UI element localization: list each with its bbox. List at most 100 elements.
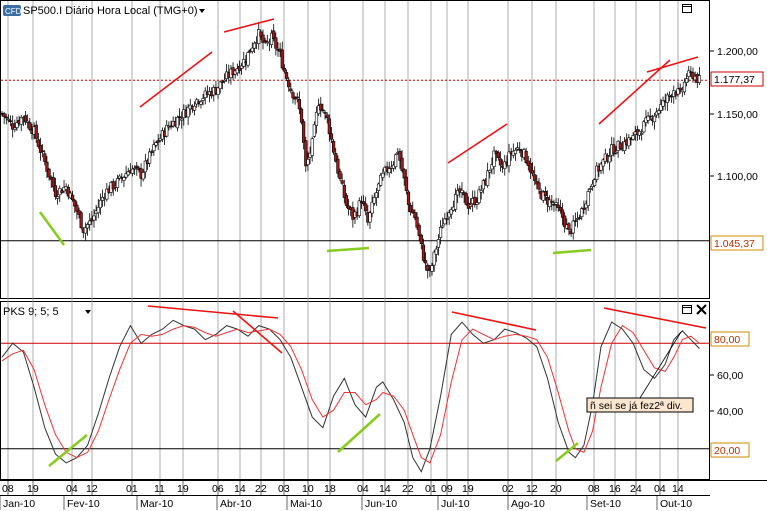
candle-body [488, 170, 492, 173]
candle-body [321, 109, 325, 112]
candle-body [43, 153, 47, 162]
green-trendline[interactable] [337, 413, 381, 453]
x-month-label: Jan-10 [3, 498, 35, 510]
candle-body [340, 180, 344, 184]
red-trendline[interactable] [598, 59, 671, 125]
candle-body [582, 207, 586, 210]
candle-body [453, 194, 458, 210]
annotation-text: ñ sei se já fez2ª div. [590, 400, 682, 412]
candle-body [216, 87, 220, 95]
candle-body [323, 112, 327, 114]
candle-body [98, 199, 103, 209]
red-trendline[interactable] [139, 51, 213, 108]
candle-body [697, 75, 702, 84]
candle-body [201, 98, 205, 101]
candle-body [295, 96, 299, 99]
x-day-label: 22 [402, 483, 414, 495]
indicator-maximize-icon[interactable] [682, 305, 692, 314]
candle-body [124, 173, 128, 178]
candle-body [85, 224, 90, 229]
red-trendline[interactable] [147, 305, 279, 319]
candle-body [252, 42, 257, 49]
x-day-label: 09 [441, 483, 453, 495]
candle-body [334, 153, 338, 162]
red-trendline[interactable] [223, 18, 275, 33]
reference-lines [1, 79, 710, 450]
candle-body [154, 142, 158, 146]
red-trendline[interactable] [232, 310, 283, 354]
price-tick-1200: 1.200,00 [717, 46, 758, 58]
title-dropdown-icon[interactable] [199, 9, 205, 13]
candle-body [246, 52, 250, 66]
candle-body [96, 206, 100, 214]
candle-body [361, 201, 366, 205]
x-day-label: 11 [154, 483, 165, 495]
x-day-label: 14 [672, 483, 684, 495]
candle-body [329, 133, 334, 140]
candle-body [376, 183, 381, 191]
candle-body [676, 88, 680, 95]
candle-body [357, 200, 361, 216]
trendline-drawings [38, 18, 707, 468]
candle-body [642, 121, 646, 133]
candle-body [578, 217, 582, 219]
price-panel-frame [0, 0, 710, 299]
red-trendline[interactable] [451, 311, 537, 331]
candle-body [135, 165, 139, 168]
candle-body [387, 168, 391, 174]
candle-body [47, 168, 51, 178]
green-trendline[interactable] [38, 211, 66, 246]
red-trendline[interactable] [646, 56, 699, 73]
x-day-label: 12 [526, 483, 538, 495]
candle-body [141, 172, 145, 180]
candle-body [34, 124, 38, 139]
support-price-box [710, 235, 764, 251]
candle-body [105, 188, 109, 200]
red-trendline[interactable] [447, 123, 508, 164]
green-trendline[interactable] [48, 433, 88, 468]
candle-body [186, 106, 190, 118]
candle-body [100, 196, 105, 201]
candle-body [165, 124, 169, 137]
candle-body [73, 199, 77, 207]
candle-body [492, 150, 496, 167]
candle-body [370, 201, 374, 214]
candle-body [657, 110, 661, 114]
x-month-label: Fev-10 [67, 498, 100, 510]
candle-body [368, 212, 372, 223]
price-tick-1100: 1.100,00 [717, 171, 758, 183]
candle-body [374, 192, 378, 199]
close-icon[interactable] [696, 304, 707, 315]
candle-body [156, 140, 160, 143]
cfd-badge-text: CFD [5, 7, 22, 16]
indicator-dropdown-icon[interactable] [85, 310, 91, 314]
maximize-icon[interactable] [682, 4, 692, 13]
candle-body [580, 208, 584, 218]
chart-title: SP500.I Diário Hora Local (TMG+0) [23, 5, 198, 17]
candle-body [409, 204, 413, 213]
candle-body [175, 117, 180, 129]
candle-body [284, 72, 289, 79]
candle-body [79, 212, 83, 228]
candle-body [556, 204, 560, 208]
x-day-label: 19 [27, 483, 39, 495]
green-trendline[interactable] [552, 248, 592, 255]
candle-body [327, 118, 331, 135]
candle-body [558, 207, 562, 211]
red-trendline[interactable] [603, 307, 707, 329]
vertical-gridlines [7, 1, 679, 479]
level-low-label: 20,00 [714, 445, 740, 457]
candle-body [372, 197, 376, 204]
candle-body [599, 163, 603, 171]
candle-body [552, 204, 556, 206]
candle-body [618, 142, 622, 149]
candle-body [588, 188, 592, 190]
green-trendline[interactable] [326, 246, 370, 253]
green-trendline[interactable] [555, 441, 579, 463]
price-y-axis: 1.200,00 1.150,00 1.100,00 [710, 46, 758, 183]
candle-body [507, 151, 511, 167]
candle-body [148, 151, 152, 164]
candle-body [287, 79, 291, 88]
x-month-label: Out-10 [660, 498, 692, 510]
